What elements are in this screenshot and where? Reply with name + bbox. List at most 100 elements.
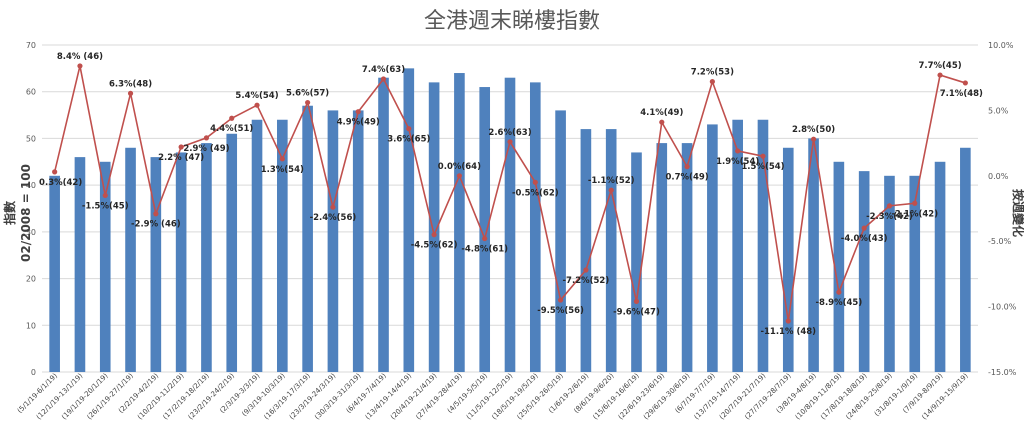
- right-tick-label: 0.0%: [988, 172, 1009, 181]
- data-label: 8.4% (46): [57, 52, 103, 62]
- data-label: 1.5%(54): [741, 162, 784, 172]
- left-axis-title-group: 指數: [2, 201, 17, 225]
- x-tick-label: (26/1/19-27/1/19): [85, 372, 135, 422]
- left-tick-label: 30: [26, 228, 36, 237]
- data-label: 2.8%(50): [792, 125, 835, 135]
- left-axis-ticks: 0 10 20 30 40 50 60 70: [26, 41, 36, 377]
- right-tick-label: -5.0%: [988, 237, 1012, 246]
- line-point: [254, 102, 260, 108]
- line-point: [735, 148, 741, 154]
- data-label: -0.5%(62): [512, 188, 559, 198]
- data-label: -4.5%(62): [411, 241, 458, 251]
- line-point: [912, 200, 918, 206]
- line-point: [380, 76, 387, 82]
- x-tick-label: (17/2/19-18/2/19): [161, 372, 211, 422]
- x-tick-label: (25/5/19-26/5/19): [516, 372, 566, 422]
- right-tick-label: 5.0%: [988, 106, 1009, 115]
- data-label: 4.9%(49): [337, 118, 380, 128]
- line-point: [153, 211, 159, 217]
- line-point: [659, 119, 665, 125]
- line-point: [583, 267, 589, 273]
- data-label: 4.4%(51): [210, 124, 253, 134]
- data-label: -4.8%(61): [461, 245, 508, 255]
- data-label: -2.1%(42): [891, 209, 938, 219]
- x-tick-label: (20/4/19-21/4/19): [389, 372, 439, 422]
- x-tick-label: (27/4/19-28/4/19): [414, 372, 464, 422]
- bar: [631, 152, 642, 372]
- bar: [757, 119, 769, 372]
- x-tick-label: (10/8/19-11/8/19): [794, 372, 844, 422]
- data-label: -7.2%(52): [563, 276, 610, 286]
- data-label: 7.4%(63): [362, 65, 405, 75]
- bar: [884, 175, 895, 372]
- data-label: 2.2% (47): [158, 153, 204, 163]
- bar: [175, 152, 187, 372]
- line-point: [507, 139, 513, 145]
- bar: [580, 129, 592, 372]
- left-tick-label: 40: [26, 181, 36, 190]
- left-tick-label: 70: [26, 41, 36, 50]
- x-tick-label: (18/5/19-19/5/19): [490, 372, 540, 422]
- data-label: 7.2%(53): [691, 68, 734, 78]
- data-label: 0.7%(49): [665, 173, 708, 183]
- bar: [99, 161, 111, 372]
- line-point: [330, 204, 336, 210]
- x-tick-label: (10/2/19-11/2/19): [136, 372, 186, 422]
- data-label: -9.6%(47): [613, 307, 660, 317]
- line-point: [406, 126, 412, 132]
- right-axis-ticks: -15.0% -10.0% -5.0% 0.0% 5.0% 10.0%: [988, 41, 1017, 377]
- line-point: [229, 115, 235, 121]
- data-label: 6.3%(48): [109, 79, 152, 89]
- x-axis-ticks: (5/1/19-6/1/19)(12/1/19-13/1/19)(19/1/19…: [16, 372, 970, 422]
- line-point: [937, 72, 943, 78]
- left-axis-title-line2: 02/2008 = 100: [19, 164, 33, 262]
- line-point: [760, 153, 766, 159]
- data-label: -2.4%(56): [310, 213, 357, 223]
- line-point: [709, 79, 715, 85]
- left-tick-label: 50: [26, 134, 36, 143]
- data-label: 0.3%(42): [39, 178, 82, 188]
- x-tick-label: (30/3/19-31/3/19): [313, 372, 363, 422]
- x-tick-label: (20/7/19-21/7/19): [718, 372, 768, 422]
- data-label: -4.0%(43): [841, 234, 888, 244]
- bar: [125, 147, 136, 372]
- right-tick-label: -15.0%: [988, 368, 1017, 377]
- bar-series: [49, 68, 971, 373]
- data-label: 7.7%(45): [918, 61, 961, 71]
- bar: [681, 143, 693, 372]
- line-point: [886, 203, 893, 209]
- bar: [960, 147, 971, 372]
- chart-title: 全港週末睇樓指數: [424, 9, 600, 34]
- bar: [74, 157, 86, 372]
- left-tick-label: 60: [26, 88, 36, 97]
- bar: [909, 175, 921, 372]
- bar: [605, 129, 617, 372]
- line-point: [482, 235, 488, 242]
- line-point: [557, 297, 564, 303]
- bar: [454, 73, 465, 373]
- x-tick-label: (23/2/19-24/2/19): [187, 372, 237, 422]
- data-label: 2.9% (49): [183, 144, 229, 154]
- data-label: -8.9%(45): [816, 298, 863, 308]
- x-tick-label: (23/3/19-24/3/19): [288, 372, 338, 422]
- line-point: [456, 173, 463, 179]
- x-tick-label: (9/3/19-10/3/19): [240, 372, 287, 419]
- x-tick-label: (24/8/19-25/8/19): [844, 372, 894, 422]
- data-label: -9.5%(56): [537, 306, 584, 316]
- x-tick-label: (22/6/19-23/6/19): [617, 372, 667, 422]
- bar: [934, 161, 946, 372]
- bar: [327, 110, 339, 373]
- line-point: [305, 99, 311, 106]
- x-tick-label: (27/7/19-28/7/19): [743, 372, 793, 422]
- line-point: [52, 169, 58, 175]
- x-tick-label: (12/1/19-13/1/19): [35, 372, 85, 422]
- line-point: [127, 90, 134, 96]
- bar: [277, 119, 288, 372]
- left-tick-label: 10: [26, 321, 36, 330]
- data-label: 5.6%(57): [286, 89, 329, 99]
- data-label: 1.9%(54): [716, 157, 759, 167]
- line-point: [810, 136, 817, 142]
- x-tick-label: (19/1/19-20/1/19): [60, 372, 110, 422]
- data-label: 2.6%(63): [488, 128, 531, 138]
- left-axis-title-group-2: 02/2008 = 100: [19, 164, 33, 262]
